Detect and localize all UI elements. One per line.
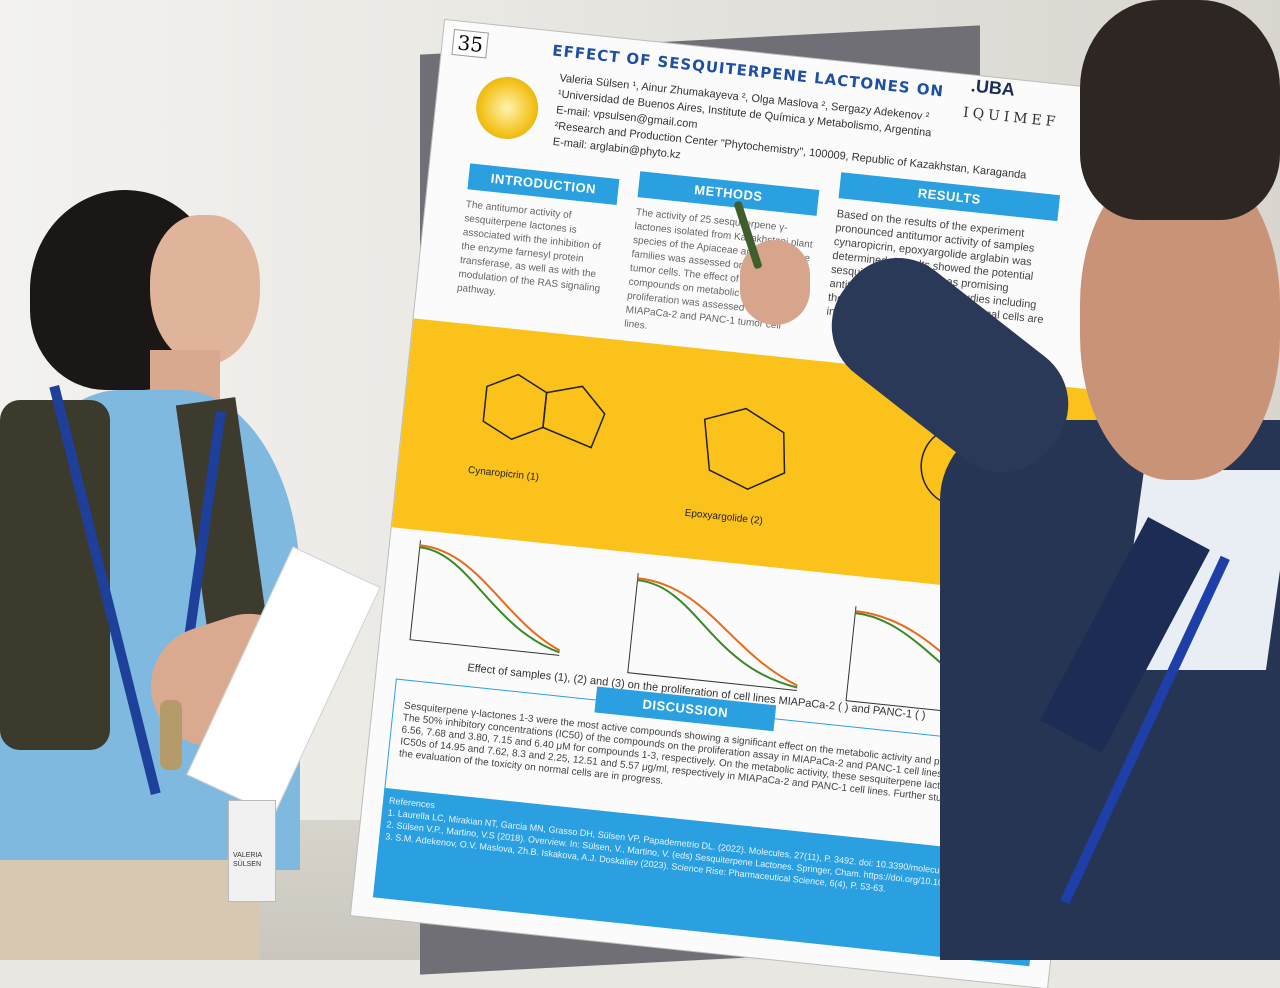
plot-2-green-curve <box>637 579 798 689</box>
epoxyargolide-ring <box>703 407 786 491</box>
plot-1-axes <box>409 540 560 656</box>
plot-2-orange-curve <box>637 577 798 687</box>
poster-number: 35 <box>451 29 490 59</box>
poster-authors: Valeria Sülsen ¹, Ainur Zhumakayeva ², O… <box>552 70 1032 199</box>
cynaropicrin-ring-2 <box>542 385 606 449</box>
name-badge: VALERIA SÜLSEN <box>228 800 276 902</box>
badge-name-1: VALERIA <box>233 852 263 859</box>
backpack <box>0 400 110 750</box>
woman-face <box>150 215 260 365</box>
badge-text: VALERIA SÜLSEN <box>233 851 262 869</box>
woman-skirt <box>0 860 260 960</box>
cynaropicrin-ring <box>482 373 548 441</box>
plot-1-orange-curve <box>419 544 561 652</box>
plot-2-axes <box>627 573 797 691</box>
phytochemistry-logo <box>473 73 542 143</box>
bracelet <box>160 700 182 770</box>
uba-logo: .UBA <box>970 75 1016 100</box>
badge-name-2: SÜLSEN <box>233 861 262 868</box>
introduction-header: INTRODUCTION <box>467 163 620 205</box>
man-hair <box>1080 0 1280 220</box>
introduction-text: The antitumor activity of sesquiterpene … <box>456 199 602 298</box>
plot-1-green-curve <box>419 546 560 654</box>
